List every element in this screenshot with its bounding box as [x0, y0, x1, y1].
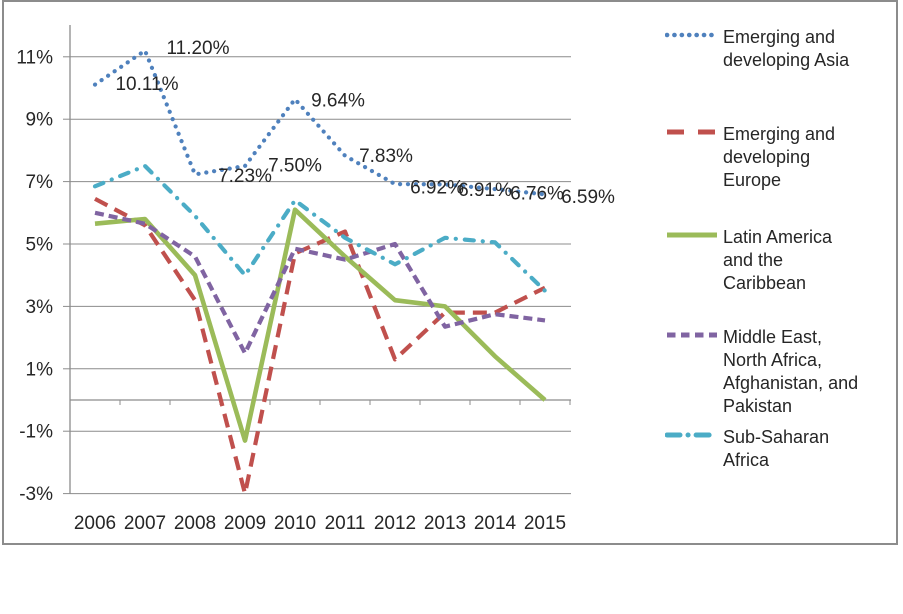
- chart-legend: Emerging and developing Asia Emerging and d…: [665, 0, 895, 545]
- series-line-3: [94, 210, 546, 356]
- x-axis-label: 2006: [74, 513, 116, 534]
- legend-marker-dash-dot-icon: [665, 432, 719, 438]
- y-axis-label: 9%: [26, 110, 54, 131]
- x-axis-label: 2014: [474, 513, 517, 534]
- legend-label: Middle East, North Africa, Afghanistan, an…: [723, 327, 859, 416]
- x-axis-label: 2013: [424, 513, 466, 534]
- data-label: 10.11%: [115, 74, 178, 95]
- x-axis-label: 2015: [524, 513, 566, 534]
- x-axis-label: 2012: [374, 513, 416, 534]
- data-label: 7.23%: [218, 166, 272, 187]
- data-label: 6.76%: [510, 184, 564, 205]
- data-label: 9.64%: [311, 91, 365, 112]
- x-axis-label: 2007: [124, 513, 166, 534]
- y-axis-label: 1%: [26, 359, 54, 380]
- y-axis-label: 5%: [26, 235, 54, 256]
- x-axis-label: 2009: [224, 513, 266, 534]
- series-line-4: [92, 163, 548, 293]
- series-line-0: [92, 48, 548, 197]
- data-label: 6.59%: [561, 187, 615, 208]
- y-axis-label: 3%: [26, 297, 54, 318]
- x-axis-label: 2010: [274, 513, 316, 534]
- data-label: 6.91%: [458, 180, 512, 201]
- data-label: 7.83%: [359, 146, 413, 167]
- series-line-2: [94, 207, 547, 443]
- series-line-1: [94, 196, 546, 496]
- x-axis-label: 2008: [174, 513, 216, 534]
- legend-label: Latin America and the Caribbean: [723, 227, 833, 293]
- y-axis-label: 7%: [26, 172, 54, 193]
- legend-label: Emerging and developing Asia: [723, 27, 850, 70]
- legend-label: Sub-Saharan Africa: [723, 427, 830, 470]
- legend-label: Emerging and developing Europe: [723, 124, 836, 190]
- x-axis-label: 2011: [325, 513, 366, 534]
- legend-marker-solid-icon: [667, 232, 717, 238]
- chart-frame: [2, 0, 898, 545]
- y-axis-label: -3%: [19, 484, 53, 505]
- y-axis-label: 11%: [16, 47, 53, 68]
- legend-marker-dotted-icon: [665, 32, 719, 38]
- data-label: 11.20%: [166, 38, 229, 59]
- y-axis-label: -1%: [19, 422, 53, 443]
- legend-marker-dashed-icon: [667, 129, 717, 135]
- legend-marker-dash-medium-icon: [667, 332, 717, 338]
- data-label: 7.50%: [268, 156, 322, 177]
- data-label: 6.92%: [410, 178, 464, 199]
